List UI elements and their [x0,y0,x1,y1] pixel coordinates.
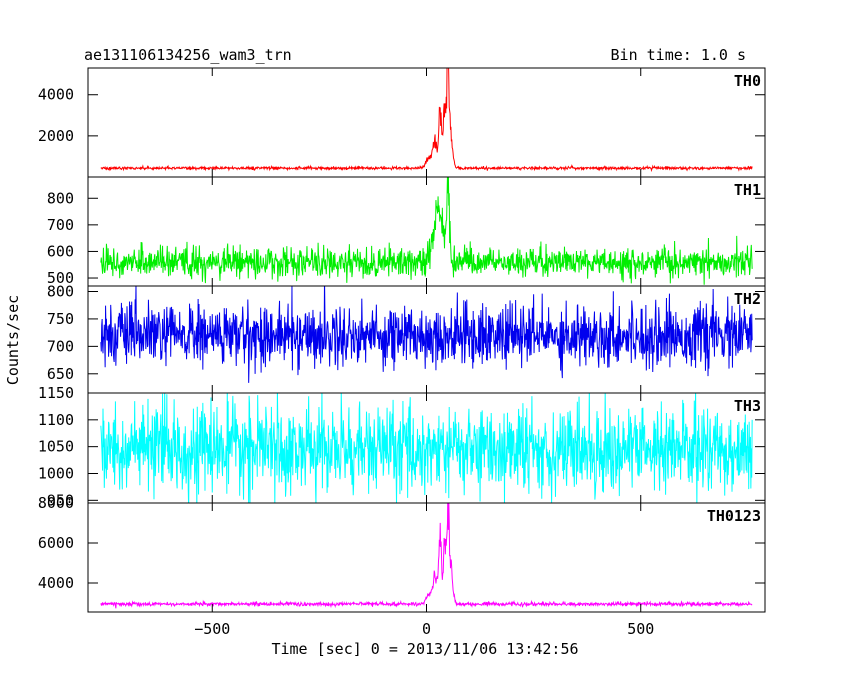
y-tick-label: 1000 [38,464,74,482]
y-tick-label: 4000 [38,574,74,592]
series-line-th0123 [100,503,753,609]
y-tick-label: 800 [47,282,74,300]
y-tick-label: 700 [47,337,74,355]
chart-title-left: ae131106134256_wam3_trn [84,46,292,64]
y-tick-label: 1050 [38,438,74,456]
x-tick-label: −500 [194,620,230,638]
x-axis-label: Time [sec] 0 = 2013/11/06 13:42:56 [271,640,578,658]
panel-label-th0123: TH0123 [707,507,761,525]
panel-label-th3: TH3 [734,397,761,415]
y-tick-label: 700 [47,216,74,234]
y-tick-label: 600 [47,242,74,260]
x-tick-label: 500 [627,620,654,638]
series-line-th1 [100,177,753,285]
y-tick-label: 4000 [38,86,74,104]
chart-title-right: Bin time: 1.0 s [611,46,746,64]
x-tick-label: 0 [422,620,431,638]
series-line-th2 [100,286,753,383]
series-line-th0 [100,68,753,173]
y-tick-label: 750 [47,310,74,328]
panel-frame-th0123 [87,502,766,613]
y-tick-label: 500 [47,269,74,287]
y-tick-label: 950 [47,491,74,509]
y-tick-label: 1150 [38,384,74,402]
panel-label-th2: TH2 [734,290,761,308]
y-tick-label: 6000 [38,534,74,552]
panel-label-th1: TH1 [734,181,761,199]
series-line-th3 [100,393,753,503]
y-tick-label: 1100 [38,411,74,429]
panel-frame-th1 [87,176,766,287]
y-tick-label: 8000 [38,494,74,512]
y-tick-label: 650 [47,365,74,383]
y-axis-label: Counts/sec [4,295,22,385]
y-tick-label: 800 [47,189,74,207]
y-tick-label: 2000 [38,127,74,145]
panels-group: 2000 4000 TH0 500 600 700 800 TH1 650 700 750 800 TH… [38,67,766,638]
panel-label-th0: TH0 [734,72,761,90]
